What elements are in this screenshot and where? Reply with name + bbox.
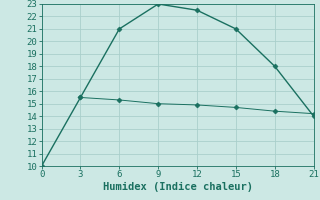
X-axis label: Humidex (Indice chaleur): Humidex (Indice chaleur) — [103, 182, 252, 192]
